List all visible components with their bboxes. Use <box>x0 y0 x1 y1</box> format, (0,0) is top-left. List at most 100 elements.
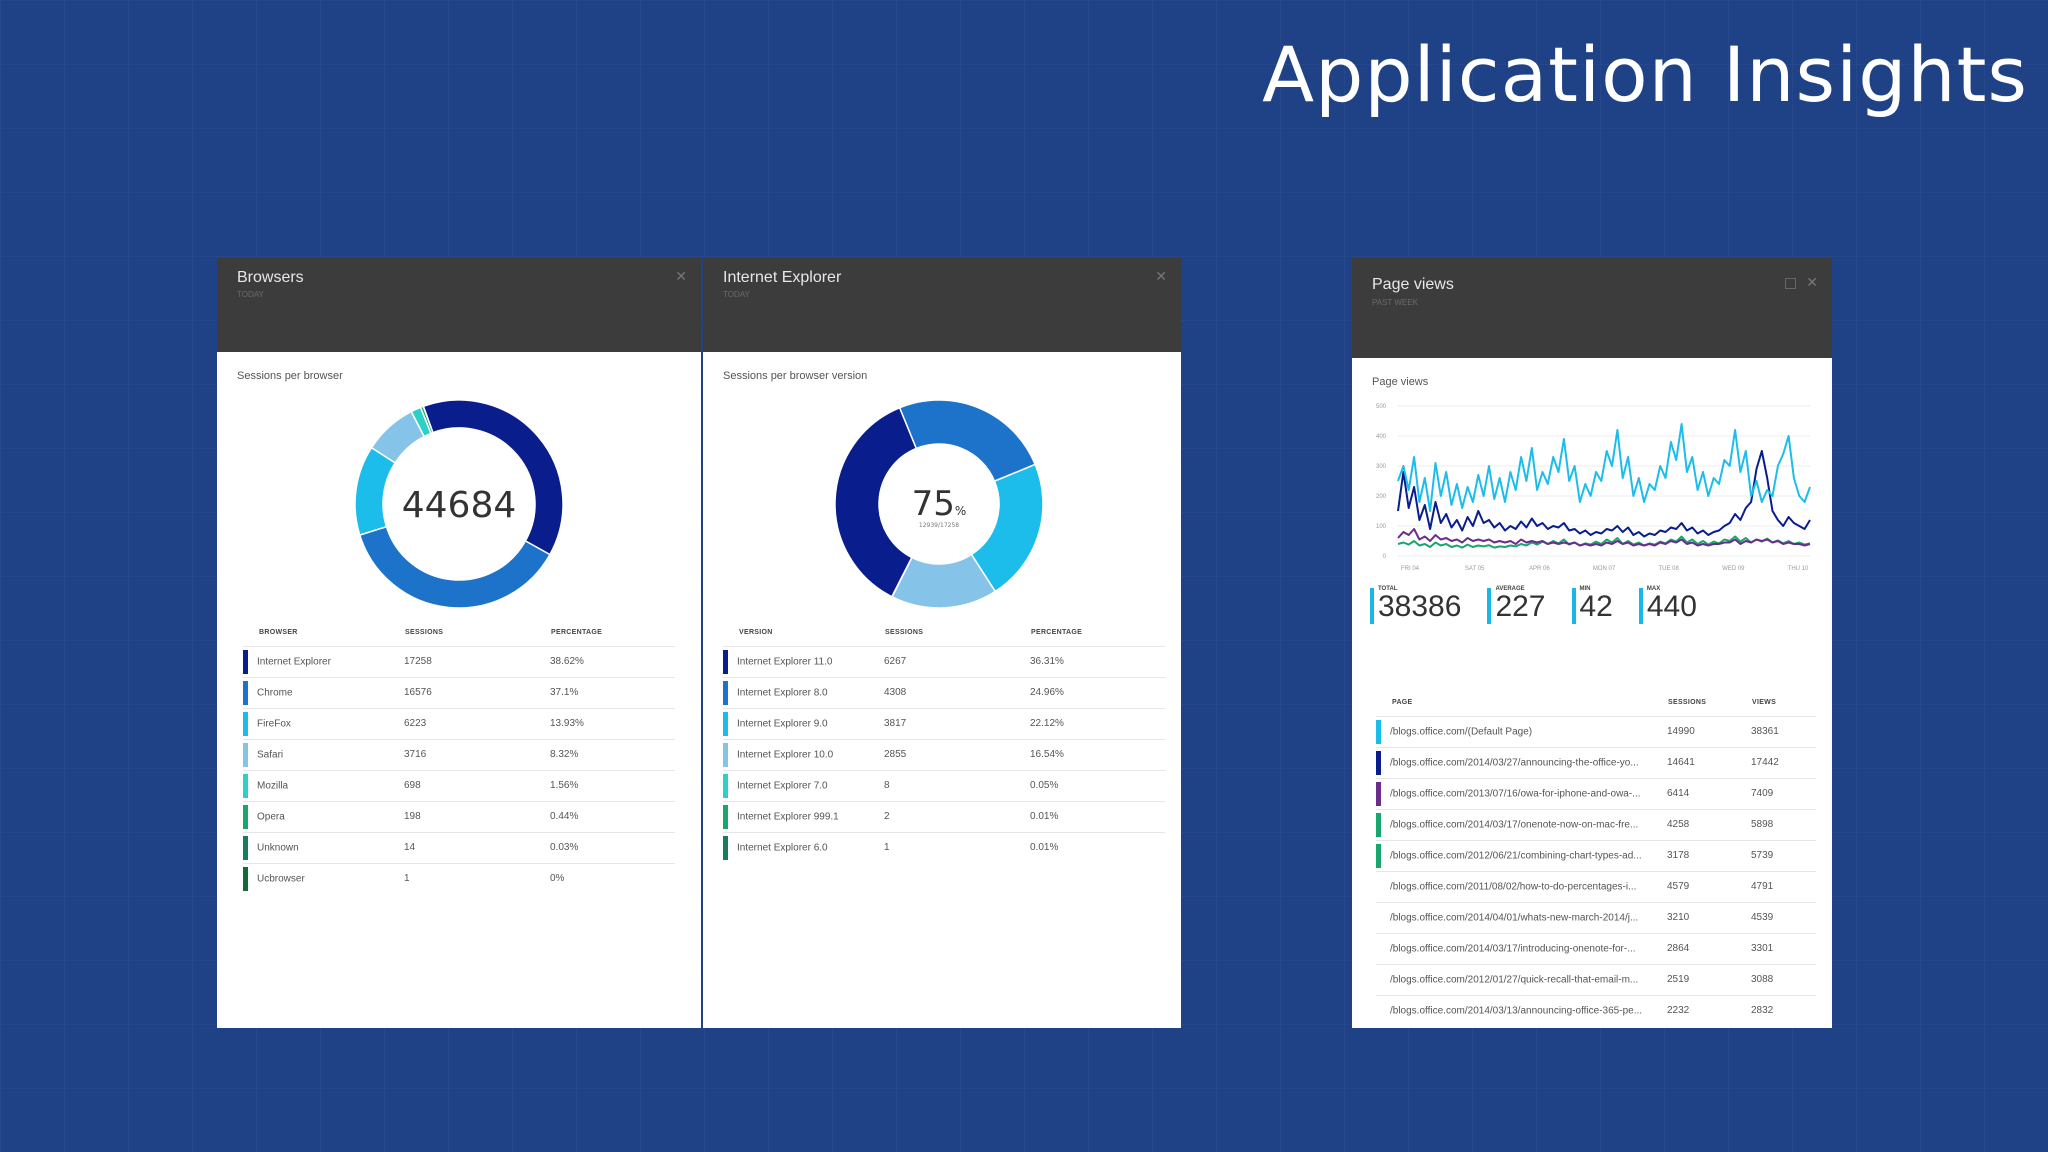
table-cell: 16.54% <box>1030 739 1165 771</box>
cell-text: 4308 <box>884 687 907 699</box>
table-cell: /blogs.office.com/2014/03/13/announcing-… <box>1376 995 1667 1026</box>
table-row[interactable]: /blogs.office.com/2014/04/01/whats-new-m… <box>1376 902 1816 934</box>
x-tick-label: TUE 08 <box>1658 566 1679 572</box>
column-header[interactable]: VERSION <box>739 628 773 636</box>
x-tick-label: THU 10 <box>1788 566 1809 572</box>
table-cell: 0.44% <box>550 801 675 833</box>
column-header[interactable]: PAGE <box>1392 698 1413 706</box>
maximize-icon[interactable] <box>1785 278 1796 289</box>
cell-text: 5898 <box>1751 819 1774 831</box>
table-row[interactable]: Internet Explorer 6.0 1 0.01% <box>723 832 1165 863</box>
table-row[interactable]: Internet Explorer 10.0 2855 16.54% <box>723 739 1165 771</box>
cell-text: 16576 <box>404 687 432 699</box>
cell-text: 2 <box>884 811 890 823</box>
table-row[interactable]: Ucbrowser 1 0% <box>243 863 675 894</box>
table-row[interactable]: /blogs.office.com/(Default Page) 14990 383… <box>1376 716 1816 748</box>
table-cell: 5898 <box>1751 809 1816 841</box>
table-row[interactable]: Internet Explorer 8.0 4308 24.96% <box>723 677 1165 709</box>
donut-slice[interactable] <box>422 399 564 556</box>
table-cell: /blogs.office.com/2013/07/16/owa-for-iph… <box>1376 778 1667 810</box>
donut-slice[interactable] <box>898 399 1037 483</box>
table-cell: 6414 <box>1667 778 1751 810</box>
table-row[interactable]: Internet Explorer 11.0 6267 36.31% <box>723 646 1165 678</box>
table-row[interactable]: Unknown 14 0.03% <box>243 832 675 864</box>
kpi-label: MIN <box>1579 586 1591 592</box>
cell-text: 3716 <box>404 749 427 761</box>
table-cell: 2864 <box>1667 933 1751 965</box>
cell-text: 1.56% <box>550 780 579 792</box>
table-cell: Internet Explorer 10.0 <box>723 739 884 771</box>
table-row[interactable]: Internet Explorer 9.0 3817 22.12% <box>723 708 1165 740</box>
column-header[interactable]: BROWSER <box>259 628 298 636</box>
kpi-value: 38386 <box>1378 590 1462 623</box>
donut-slice[interactable] <box>970 463 1044 593</box>
kpi-strip: TOTAL 38386 AVERAGE 227 MIN 42 MAX 440 <box>1370 586 1723 624</box>
cell-text: Ucbrowser <box>257 873 305 885</box>
close-icon[interactable]: ✕ <box>1806 274 1818 290</box>
table-row[interactable]: /blogs.office.com/2012/01/27/quick-recal… <box>1376 964 1816 996</box>
table-row[interactable]: /blogs.office.com/2014/03/17/introducing… <box>1376 933 1816 965</box>
internet-explorer-blade: Internet Explorer TODAY ✕ Sessions per b… <box>703 258 1181 1028</box>
table-row[interactable]: /blogs.office.com/2014/03/17/onenote-now… <box>1376 809 1816 841</box>
donut-slice[interactable] <box>358 525 551 609</box>
table-row[interactable]: Internet Explorer 999.1 2 0.01% <box>723 801 1165 833</box>
table-cell: 2855 <box>884 739 1030 771</box>
color-swatch <box>243 712 248 736</box>
table-cell: 5739 <box>1751 840 1816 872</box>
close-icon[interactable]: ✕ <box>1155 268 1167 284</box>
table-row[interactable]: /blogs.office.com/2014/03/13/announcing-… <box>1376 995 1816 1026</box>
column-header[interactable]: PERCENTAGE <box>551 628 603 636</box>
table-header: VERSION SESSIONS PERCENTAGE <box>723 618 1165 647</box>
color-swatch <box>243 743 248 767</box>
column-header[interactable]: SESSIONS <box>885 628 924 636</box>
color-swatch <box>1376 844 1381 868</box>
color-swatch <box>723 650 728 674</box>
cell-text: 198 <box>404 811 421 823</box>
table-cell: 0.03% <box>550 832 675 864</box>
table-cell: 14 <box>404 832 550 864</box>
table-row[interactable]: /blogs.office.com/2011/08/02/how-to-do-p… <box>1376 871 1816 903</box>
kpi: AVERAGE 227 <box>1487 586 1546 624</box>
donut-slice[interactable] <box>354 446 397 537</box>
table-cell: 0.01% <box>1030 832 1165 863</box>
table-row[interactable]: Mozilla 698 1.56% <box>243 770 675 802</box>
table-row[interactable]: Opera 198 0.44% <box>243 801 675 833</box>
table-row[interactable]: /blogs.office.com/2013/07/16/owa-for-iph… <box>1376 778 1816 810</box>
blade-subtitle: TODAY <box>723 290 750 299</box>
table-row[interactable]: /blogs.office.com/2012/06/21/combining-c… <box>1376 840 1816 872</box>
column-header[interactable]: SESSIONS <box>1668 698 1707 706</box>
table-row[interactable]: FireFox 6223 13.93% <box>243 708 675 740</box>
cell-text: 2519 <box>1667 974 1690 986</box>
cell-text: Internet Explorer 8.0 <box>737 687 828 699</box>
table-row[interactable]: Chrome 16576 37.1% <box>243 677 675 709</box>
table-row[interactable]: /blogs.office.com/2014/03/27/announcing-… <box>1376 747 1816 779</box>
kpi: TOTAL 38386 <box>1370 586 1461 624</box>
series-line <box>1397 528 1811 547</box>
color-swatch <box>243 681 248 705</box>
table-row[interactable]: Internet Explorer 17258 38.62% <box>243 646 675 678</box>
table-row[interactable]: Safari 3716 8.32% <box>243 739 675 771</box>
table-cell: 4308 <box>884 677 1030 709</box>
cell-text: 14 <box>404 842 416 854</box>
color-swatch <box>723 681 728 705</box>
donut-slice[interactable] <box>370 410 426 464</box>
column-header[interactable]: PERCENTAGE <box>1031 628 1083 636</box>
browsers-blade: Browsers TODAY ✕ Sessions per browser 44… <box>217 258 701 1028</box>
table-row[interactable]: Internet Explorer 7.0 8 0.05% <box>723 770 1165 802</box>
column-header[interactable]: SESSIONS <box>405 628 444 636</box>
close-icon[interactable]: ✕ <box>675 268 687 284</box>
cell-text: /blogs.office.com/2011/08/02/how-to-do-p… <box>1390 881 1637 893</box>
cell-text: 2855 <box>884 749 907 761</box>
cell-text: 2864 <box>1667 943 1690 955</box>
x-tick-label: MON 07 <box>1593 566 1616 572</box>
donut-slice[interactable] <box>834 406 918 598</box>
table-cell: 4579 <box>1667 871 1751 903</box>
column-header[interactable]: VIEWS <box>1752 698 1777 706</box>
cell-text: 4579 <box>1667 881 1690 893</box>
table-cell: /blogs.office.com/2011/08/02/how-to-do-p… <box>1376 871 1667 903</box>
table-cell: Internet Explorer 8.0 <box>723 677 884 709</box>
cell-text: 38.62% <box>550 656 584 668</box>
color-swatch <box>243 650 248 674</box>
table-cell: 17258 <box>404 646 550 678</box>
table-cell: Internet Explorer 11.0 <box>723 646 884 678</box>
